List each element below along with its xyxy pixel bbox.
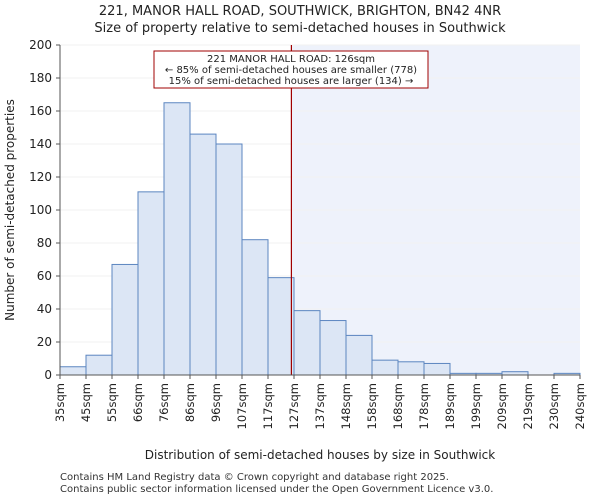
y-tick-label: 0 xyxy=(44,368,52,382)
histogram-bar xyxy=(189,133,217,376)
x-tick-label: 96sqm xyxy=(209,383,223,422)
annotation-line2: ← 85% of semi-detached houses are smalle… xyxy=(165,65,417,76)
histogram-bar xyxy=(111,263,139,376)
y-tick-label: 40 xyxy=(37,302,52,316)
histogram-bar xyxy=(397,361,425,376)
x-tick-label: 127sqm xyxy=(287,383,301,429)
x-tick-label: 117sqm xyxy=(261,383,275,429)
x-tick-label: 209sqm xyxy=(495,383,509,429)
footer-line2: Contains public sector information licen… xyxy=(60,484,494,495)
y-tick-label: 200 xyxy=(29,38,52,52)
x-tick-label: 55sqm xyxy=(105,383,119,422)
histogram-bar xyxy=(319,320,347,376)
y-axis-label: Number of semi-detached properties xyxy=(3,99,17,321)
x-tick-label: 107sqm xyxy=(235,383,249,429)
footer-line1: Contains HM Land Registry data © Crown c… xyxy=(60,472,449,483)
y-tick-label: 100 xyxy=(29,203,52,217)
x-tick-label: 168sqm xyxy=(391,383,405,429)
y-tick-label: 120 xyxy=(29,170,52,184)
y-tick-label: 20 xyxy=(37,335,52,349)
chart-title-line2: Size of property relative to semi-detach… xyxy=(94,21,506,36)
x-tick-label: 189sqm xyxy=(443,383,457,429)
histogram-bar xyxy=(423,362,451,376)
y-tick-label: 140 xyxy=(29,137,52,151)
x-axis-label: Distribution of semi-detached houses by … xyxy=(145,448,496,462)
histogram-bar xyxy=(215,143,243,376)
annotation-line1: 221 MANOR HALL ROAD: 126sqm xyxy=(207,54,375,65)
x-tick-label: 199sqm xyxy=(469,383,483,429)
x-tick-label: 137sqm xyxy=(313,383,327,429)
x-tick-label: 240sqm xyxy=(573,383,587,429)
annotation-line3: 15% of semi-detached houses are larger (… xyxy=(169,76,414,87)
histogram-bar xyxy=(267,277,295,376)
histogram-chart: 0 20 40 60 80 100 120 140 160 180 200 35sqm 45sqm 55… xyxy=(3,38,587,462)
histogram-bar xyxy=(371,359,399,376)
marker-annotation: 221 MANOR HALL ROAD: 126sqm ← 85% of sem… xyxy=(153,50,429,89)
x-tick-label: 158sqm xyxy=(365,383,379,429)
chart-title-line1: 221, MANOR HALL ROAD, SOUTHWICK, BRIGHTO… xyxy=(98,4,502,19)
histogram-bar xyxy=(85,354,113,376)
histogram-bar xyxy=(241,239,269,376)
x-tick-label: 86sqm xyxy=(183,383,197,422)
y-tick-label: 160 xyxy=(29,104,52,118)
x-tick-label: 230sqm xyxy=(547,383,561,429)
histogram-bar xyxy=(59,366,87,376)
x-tick-label: 66sqm xyxy=(131,383,145,422)
histogram-bar xyxy=(163,102,191,376)
x-tick-label: 148sqm xyxy=(339,383,353,429)
y-tick-label: 60 xyxy=(37,269,52,283)
x-tick-label: 35sqm xyxy=(53,383,67,422)
x-tick-label: 219sqm xyxy=(521,383,535,429)
annotation-box xyxy=(153,50,429,89)
y-tick-label: 80 xyxy=(37,236,52,250)
histogram-bar xyxy=(293,310,321,376)
y-tick-label: 180 xyxy=(29,71,52,85)
histogram-bar xyxy=(345,334,373,376)
x-tick-label: 178sqm xyxy=(417,383,431,429)
histogram-bar xyxy=(137,191,165,376)
x-tick-label: 76sqm xyxy=(157,383,171,422)
x-tick-label: 45sqm xyxy=(79,383,93,422)
